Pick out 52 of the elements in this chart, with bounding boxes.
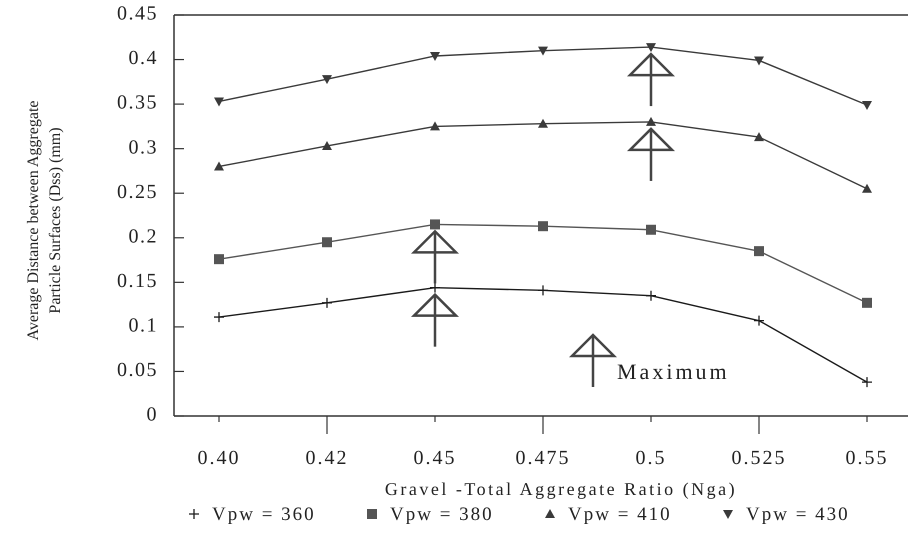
point [322, 237, 332, 248]
x-axis-title: Gravel -Total Aggregate Ratio (Nga) [384, 479, 738, 499]
point [537, 284, 549, 296]
x-tick-label: 0.475 [516, 447, 570, 469]
point [861, 376, 873, 388]
point [213, 311, 225, 323]
point [646, 116, 656, 126]
point [753, 315, 765, 326]
point [430, 52, 440, 61]
legend-label: Vpw = 360 [212, 504, 316, 525]
point [646, 43, 656, 52]
y-tick-label: 0.3 [128, 136, 158, 158]
point [646, 224, 656, 235]
point [862, 298, 872, 308]
point [322, 75, 332, 84]
legend-label: Vpw = 380 [390, 504, 494, 525]
point [754, 132, 764, 142]
point [538, 118, 548, 128]
point [322, 140, 332, 150]
y-tick-label: 0.15 [117, 270, 158, 292]
point [429, 282, 441, 294]
point [538, 46, 548, 56]
y-tick-label: 0.2 [128, 225, 158, 248]
x-tick-label: 0.55 [846, 447, 888, 469]
x-tick-label: 0.45 [414, 447, 456, 469]
point [645, 290, 657, 302]
x-tick-label: 0.5 [636, 447, 666, 469]
y-tick-label: 0 [146, 404, 158, 426]
point [321, 297, 333, 308]
x-tick-label: 0.525 [732, 447, 786, 469]
x-tick-label: 0.40 [198, 447, 240, 469]
point [430, 219, 440, 230]
y-tick-label: 0.1 [128, 314, 158, 336]
y-axis-title: Average Distance between Aggregate Particle Surfaces (Dss) (mm) [25, 100, 64, 341]
point [430, 121, 440, 130]
y-tick-label: 0.25 [117, 180, 158, 203]
y-tick-label: 0.35 [117, 92, 158, 114]
point [214, 97, 224, 106]
point [754, 246, 764, 256]
point [538, 221, 548, 232]
point [214, 254, 224, 264]
point [862, 101, 872, 110]
y-tick-label: 0.4 [128, 47, 158, 70]
annotation: Maximum [617, 359, 730, 384]
x-tick-label: 0.42 [306, 447, 348, 469]
point [754, 56, 764, 66]
point [214, 161, 224, 170]
legend-label: Vpw = 410 [568, 504, 672, 525]
y-tick-label: 0.45 [117, 2, 158, 25]
legend-label: Vpw = 430 [746, 504, 850, 525]
point [862, 184, 872, 193]
y-tick-label: 0.05 [117, 359, 158, 382]
